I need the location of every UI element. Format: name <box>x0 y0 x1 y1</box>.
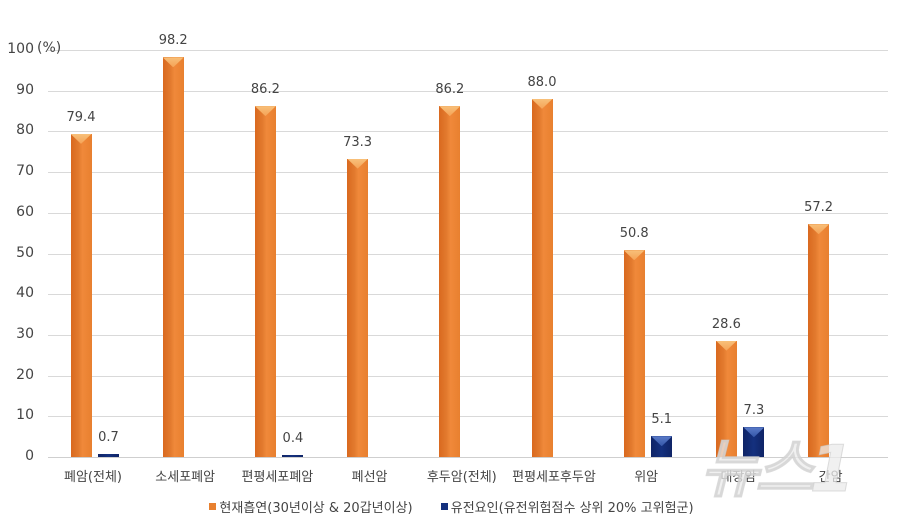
y-tick-label: 30 <box>16 325 34 342</box>
gridline <box>48 334 888 336</box>
bar-smoking <box>715 340 737 457</box>
legend-label-smoking: 현재흡연(30년이상 & 20갑년이상) <box>219 501 413 516</box>
bar-cap <box>254 106 276 117</box>
bar-cap <box>162 57 184 68</box>
x-category-label: 폐암(전체) <box>64 470 122 485</box>
gridline <box>48 294 888 296</box>
bar-smoking <box>70 133 92 457</box>
y-tick-label: 100 <box>7 41 34 57</box>
data-label: 28.6 <box>711 316 741 332</box>
legend-item-smoking: 현재흡연(30년이상 & 20갑년이상) <box>209 497 413 516</box>
y-tick-label: 0 <box>25 448 34 464</box>
y-tick-label: 10 <box>16 407 34 424</box>
bar-genetic <box>743 427 765 457</box>
gridline <box>48 172 888 174</box>
bar-smoking <box>808 224 830 457</box>
legend-label-genetic: 유전요인(유전위험점수 상위 20% 고위험군) <box>450 501 694 516</box>
x-category-label: 편평세포후두암 <box>512 470 596 485</box>
bar-cap <box>70 133 92 144</box>
bar-genetic <box>651 436 673 457</box>
gridline <box>48 90 888 92</box>
gridline <box>48 131 888 133</box>
bar-smoking <box>254 106 276 457</box>
data-label: 57.2 <box>804 200 834 216</box>
bar-cap <box>347 158 369 169</box>
bar-genetic <box>98 454 119 457</box>
data-label: 73.3 <box>343 134 373 150</box>
bar-cap <box>531 98 553 109</box>
y-tick-label: 20 <box>16 366 34 383</box>
data-label: 86.2 <box>250 82 280 98</box>
legend-swatch-orange-icon <box>209 503 217 510</box>
bar-smoking <box>162 57 184 457</box>
x-category-label: 후두암(전체) <box>426 470 497 485</box>
bar-smoking <box>439 106 461 457</box>
y-tick-label: 70 <box>16 163 34 180</box>
y-tick-label: 80 <box>16 122 34 139</box>
data-label: 0.7 <box>98 430 119 446</box>
x-category-label: 위암 <box>634 470 659 485</box>
gridline <box>48 212 888 214</box>
data-label: 86.2 <box>435 82 465 98</box>
legend-swatch-navy-icon <box>440 503 448 510</box>
y-tick-label: 90 <box>16 81 34 98</box>
data-label: 50.8 <box>619 226 649 242</box>
legend: 현재흡연(30년이상 & 20갑년이상) 유전요인(유전위험점수 상위 20% … <box>0 497 903 516</box>
bar-smoking <box>623 250 645 457</box>
bar-cap <box>623 250 645 261</box>
data-label: 88.0 <box>527 74 557 90</box>
bar-cap <box>439 106 461 117</box>
bar-smoking <box>347 158 369 457</box>
y-tick-label: 40 <box>16 285 34 302</box>
gridline <box>48 416 888 418</box>
data-label: 7.3 <box>743 403 765 419</box>
x-category-label: 대장암 <box>720 470 757 485</box>
bar-smoking <box>531 98 553 457</box>
y-axis-unit-label: (%) <box>37 40 62 56</box>
bar-genetic <box>282 455 304 457</box>
bar-cap <box>651 436 673 447</box>
data-label: 5.1 <box>651 412 673 428</box>
legend-item-genetic: 유전요인(유전위험점수 상위 20% 고위험군) <box>440 497 694 516</box>
y-tick-label: 50 <box>16 244 34 261</box>
data-label: 79.4 <box>66 109 96 125</box>
bar-cap <box>743 427 765 438</box>
x-category-label: 간암 <box>818 470 843 485</box>
y-tick-label: 60 <box>16 203 34 220</box>
data-label: 98.2 <box>158 33 188 49</box>
bar-cap <box>808 224 830 235</box>
x-axis-line <box>48 457 888 458</box>
x-category-label: 편평세포폐암 <box>241 470 314 485</box>
gridline <box>48 253 888 255</box>
x-category-label: 폐선암 <box>351 470 388 485</box>
gridline <box>48 50 888 51</box>
gridline <box>48 375 888 377</box>
data-label: 0.4 <box>282 431 304 447</box>
x-category-label: 소세포폐암 <box>155 470 216 485</box>
bar-cap <box>715 340 737 351</box>
